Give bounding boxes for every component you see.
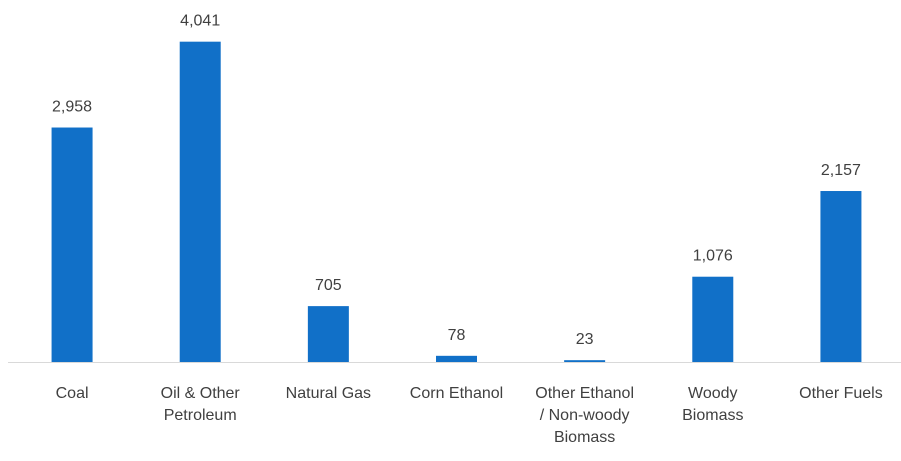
tick-label-line: Biomass	[554, 429, 615, 446]
data-label-other-fuels: 2,157	[821, 162, 861, 179]
tick-label-line: Corn Ethanol	[410, 385, 503, 402]
tick-label-other-ethanol-non-woody-biomass: Other Ethanol / Non-woody Biomass	[535, 385, 634, 446]
tick-label-oil-other-petroleum: Oil & Other Petroleum	[161, 385, 241, 424]
data-label-coal: 2,958	[52, 99, 92, 116]
tick-label-line: Coal	[56, 385, 89, 402]
tick-label-line: Other Fuels	[799, 385, 883, 402]
tick-label-line: Petroleum	[164, 407, 237, 424]
data-label-other-ethanol-non-woody-biomass: 23	[576, 331, 594, 348]
tick-label-line: Other Ethanol	[535, 385, 634, 402]
tick-label-line: Woody	[688, 385, 738, 402]
tick-label-line: Biomass	[682, 407, 743, 424]
data-label-oil-other-petroleum: 4,041	[180, 13, 220, 30]
tick-label-corn-ethanol: Corn Ethanol	[410, 385, 503, 402]
tick-label-line: Oil & Other	[161, 385, 241, 402]
data-label-woody-biomass: 1,076	[693, 248, 733, 265]
bar-woody-biomass	[692, 276, 734, 362]
data-label-natural-gas: 705	[315, 277, 342, 294]
bar-other-fuels	[820, 191, 862, 362]
bar-natural-gas	[307, 306, 349, 362]
tick-label-line: Natural Gas	[286, 385, 371, 402]
tick-label-natural-gas: Natural Gas	[286, 385, 371, 402]
bar-corn-ethanol	[436, 355, 477, 362]
tick-label-woody-biomass: Woody Biomass	[682, 385, 743, 424]
value-labels: 2,958 4,041 705 78 23 1,076 2,157	[52, 13, 861, 348]
bar-oil-other-petroleum	[179, 41, 221, 363]
bar-other-ethanol-non-woody-biomass	[564, 360, 606, 362]
tick-label-coal: Coal	[56, 385, 89, 402]
bar-coal	[51, 127, 93, 363]
data-label-corn-ethanol: 78	[448, 327, 466, 344]
bars	[51, 41, 862, 363]
category-labels: Coal Oil & Other Petroleum Natural Gas Corn …	[56, 385, 883, 446]
tick-label-line: / Non-woody	[540, 407, 630, 424]
tick-label-other-fuels: Other Fuels	[799, 385, 883, 402]
